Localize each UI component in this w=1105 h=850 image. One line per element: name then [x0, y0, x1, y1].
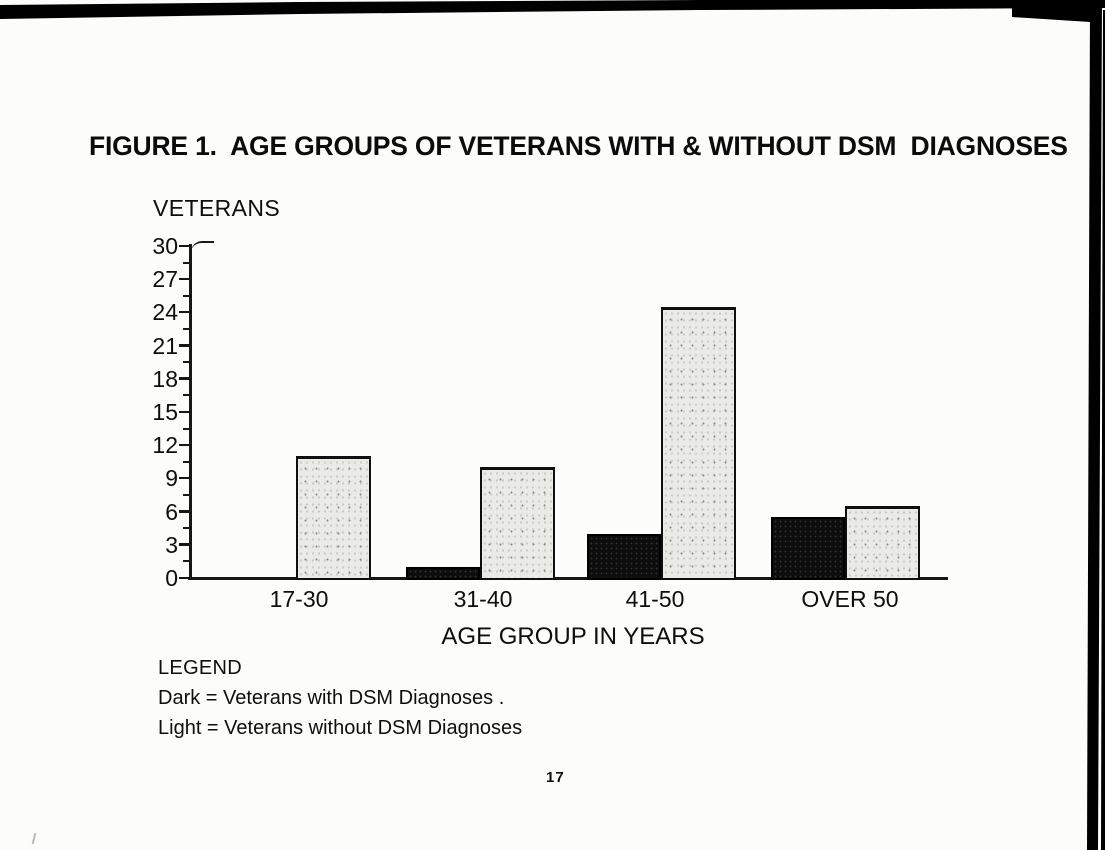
y-tick-major — [179, 576, 190, 579]
x-tick-label-41-50: 41-50 — [625, 586, 685, 612]
y-tick-label: 3 — [165, 531, 178, 558]
y-tick-label: 27 — [152, 266, 178, 293]
bar-light-17-30 — [296, 456, 371, 580]
y-axis-top-hook — [191, 241, 214, 254]
y-tick-minor — [183, 427, 190, 430]
y-tick-major — [179, 410, 190, 413]
y-tick-major — [179, 344, 190, 347]
y-tick-minor — [183, 527, 190, 530]
y-tick-minor — [183, 460, 190, 463]
y-tick-major — [179, 310, 190, 314]
bar-light-41-50 — [661, 307, 736, 580]
y-axis-line — [189, 244, 192, 580]
y-tick-label: 0 — [165, 565, 178, 591]
legend-entry-light: Light = Veterans without DSM Diagnoses — [158, 717, 523, 739]
x-tick-label-17-30: 17-30 — [269, 586, 329, 612]
y-tick-major — [179, 510, 190, 513]
y-tick-label: 6 — [165, 498, 178, 525]
y-tick-minor — [183, 261, 190, 264]
legend-entry-dark: Dark = Veterans with DSM Diagnoses . — [158, 687, 505, 709]
y-tick-minor — [183, 328, 190, 330]
y-tick-major — [179, 543, 190, 546]
y-tick-major — [179, 277, 190, 281]
y-tick-label: 18 — [152, 365, 178, 392]
y-tick-label: 21 — [152, 332, 178, 359]
x-axis-line — [188, 577, 948, 580]
y-tick-label: 12 — [152, 432, 178, 459]
x-tick-label-over-50: OVER 50 — [801, 586, 899, 612]
bar-light-31-40 — [480, 467, 555, 580]
figure-title: FIGURE 1. AGE GROUPS OF VETERANS WITH & … — [89, 131, 1068, 161]
x-axis-title: AGE GROUP IN YEARS — [441, 623, 705, 650]
bar-light-over-50 — [845, 506, 920, 580]
y-axis-title: VETERANS — [153, 195, 281, 221]
y-tick-label: 9 — [165, 465, 178, 492]
y-tick-major — [179, 377, 190, 380]
y-tick-label: 15 — [152, 399, 178, 425]
y-tick-minor — [183, 560, 190, 563]
bar-dark-41-50 — [587, 534, 661, 580]
bar-dark-over-50 — [771, 517, 845, 580]
x-tick-label-31-40: 31-40 — [453, 586, 513, 612]
bar-dark-31-40 — [406, 567, 480, 580]
y-tick-label: 24 — [152, 299, 178, 326]
y-tick-major — [179, 443, 190, 447]
y-tick-minor — [183, 494, 190, 496]
legend-heading: LEGEND — [158, 657, 243, 679]
y-tick-minor — [183, 394, 190, 397]
page-number: 17 — [546, 769, 565, 786]
y-tick-label: 30 — [152, 233, 178, 259]
y-tick-major — [179, 244, 190, 247]
y-tick-minor — [183, 361, 190, 364]
y-tick-minor — [183, 294, 190, 297]
y-tick-major — [179, 476, 190, 480]
